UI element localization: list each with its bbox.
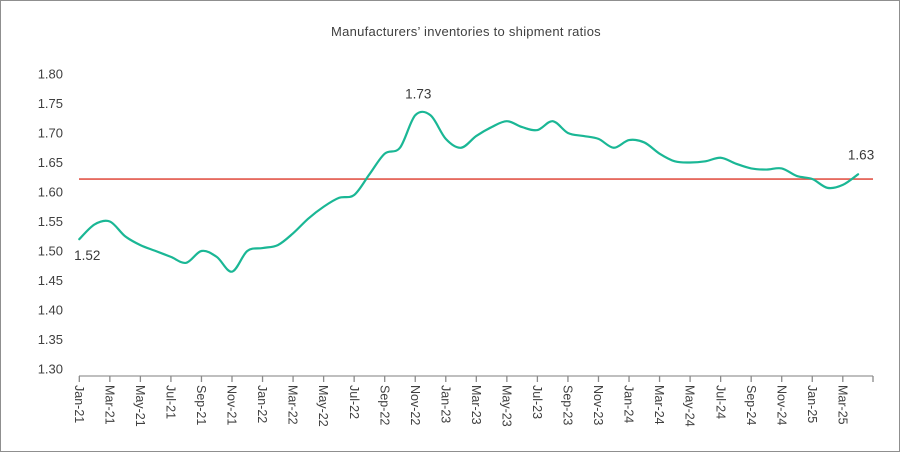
y-axis-tick-label: 1.50 [38,244,63,259]
x-axis-tick-label: Jan-22 [255,385,269,423]
x-axis-tick-label: Nov-21 [225,385,239,425]
series-line [78,110,860,273]
x-axis-tick-label: Jan-23 [438,385,452,423]
x-axis-tick-label: May-24 [683,385,697,427]
x-axis-tick-label: Sep-22 [377,385,391,425]
y-axis-tick-label: 1.40 [38,303,63,318]
x-axis-tick-label: Mar-22 [286,385,300,425]
y-axis-tick-label: 1.55 [38,214,63,229]
data-label: 1.63 [848,147,874,162]
x-axis-tick-label: May-21 [133,385,147,427]
x-axis-tick-label: Jul-23 [530,385,544,419]
y-axis-tick-label: 1.65 [38,155,63,170]
data-label: 1.52 [74,248,100,263]
y-axis-tick-label: 1.80 [38,67,63,82]
y-axis-tick-label: 1.45 [38,273,63,288]
x-axis-tick-label: Jan-25 [805,385,819,423]
x-axis-tick-label: Jan-24 [622,385,636,423]
x-axis-tick-label: Nov-23 [591,385,605,425]
y-axis-tick-label: 1.30 [38,362,63,377]
x-axis-tick-label: Jan-21 [72,385,86,423]
x-axis-tick-label: Sep-21 [194,385,208,425]
x-axis-tick-label: Mar-25 [835,385,849,425]
x-axis-tick-label: May-22 [316,385,330,427]
y-axis-tick-label: 1.70 [38,126,63,141]
x-axis-tick-label: Nov-24 [774,385,788,425]
x-axis-tick-label: Nov-22 [408,385,422,425]
x-axis-tick-label: Mar-24 [652,385,666,425]
plot-area: 1.80 1.75 1.70 1.65 1.60 1.55 1.50 1.45 1.40 1.35… [38,67,875,427]
y-axis-tick-label: 1.75 [38,96,63,111]
x-axis-tick-label: Jul-24 [713,385,727,419]
y-axis-tick-label: 1.60 [38,185,63,200]
chart-title: Manufacturers’ inventories to shipment r… [331,24,601,39]
x-axis-tick-label: Jul-21 [164,385,178,419]
x-axis-tick-label: Jul-22 [347,385,361,419]
data-label: 1.73 [405,86,431,101]
y-axis-tick-label: 1.35 [38,332,63,347]
x-axis-tick-label: Mar-21 [102,385,116,425]
x-axis-tick-label: May-23 [499,385,513,427]
x-axis-tick-label: Sep-23 [561,385,575,425]
x-axis-tick-label: Mar-23 [469,385,483,425]
x-axis-tick-label: Sep-24 [744,385,758,425]
